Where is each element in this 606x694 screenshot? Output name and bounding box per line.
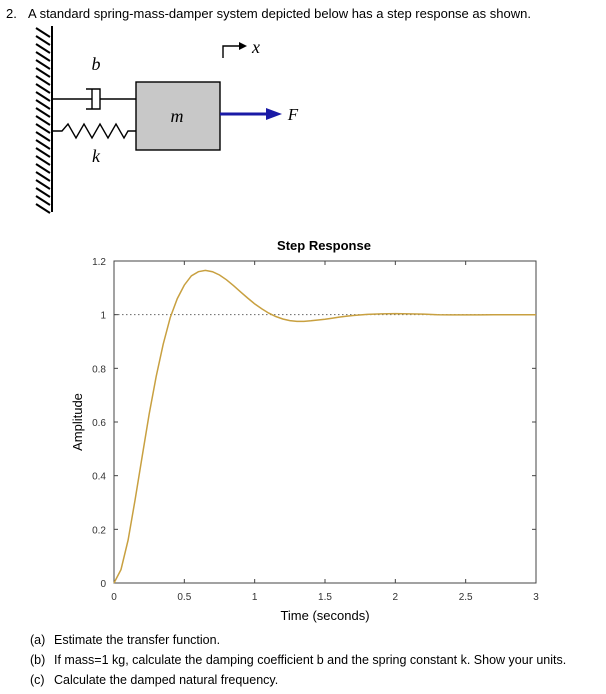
step-response-chart: Step Response 0 0.5 1 1.5 2 2.5 3 0 0.2 0.4 0.6 0.… [70, 238, 539, 623]
chart-title: Step Response [277, 238, 371, 253]
x-tick-labels: 0 0.5 1 1.5 2 2.5 3 [111, 592, 539, 603]
axis-ticks [113, 260, 537, 584]
displacement-label: x [251, 37, 260, 57]
damper [52, 88, 136, 110]
x-tick-label: 0.5 [177, 592, 191, 603]
mass-block [135, 81, 221, 151]
spring-label: k [92, 146, 101, 166]
force-arrow [220, 108, 282, 120]
spring [52, 122, 136, 140]
question-c: (c) Calculate the damped natural frequenc… [30, 673, 279, 687]
y-tick-label: 0.6 [92, 418, 106, 429]
damper-label: b [92, 54, 101, 74]
question-b: (b) If mass=1 kg, calculate the damping c… [30, 653, 567, 667]
x-tick-label: 1 [252, 592, 258, 603]
y-axis-label: Amplitude [70, 393, 85, 451]
y-tick-label: 0.2 [92, 525, 106, 536]
y-tick-labels: 0 0.2 0.4 0.6 0.8 1 1.2 [92, 257, 106, 590]
force-label: F [287, 105, 299, 124]
x-axis-label: Time (seconds) [280, 608, 369, 623]
x-tick-label: 1.5 [318, 592, 332, 603]
x-tick-label: 2.5 [459, 592, 473, 603]
problem-number: 2. [6, 6, 17, 21]
y-tick-label: 0.8 [92, 364, 106, 375]
y-tick-label: 1 [100, 311, 106, 322]
question-list: (a) Estimate the transfer function. (b) If… [30, 630, 566, 690]
x-tick-label: 0 [111, 592, 117, 603]
y-tick-label: 1.2 [92, 257, 106, 268]
x-tick-label: 2 [393, 592, 399, 603]
mass-label: m [171, 106, 184, 126]
x-tick-label: 3 [533, 592, 539, 603]
wall [35, 26, 53, 214]
question-a: (a) Estimate the transfer function. [30, 633, 221, 647]
displacement-arrow [222, 42, 247, 58]
problem-statement: A standard spring-mass-damper system dep… [28, 6, 531, 21]
plot-frame [113, 260, 537, 584]
spring-mass-damper-diagram: b k m F x [35, 26, 299, 214]
y-tick-label: 0 [100, 579, 106, 590]
problem-heading: 2. A standard spring-mass-damper system d… [6, 6, 531, 21]
y-tick-label: 0.4 [92, 472, 106, 483]
response-line [113, 269, 536, 584]
